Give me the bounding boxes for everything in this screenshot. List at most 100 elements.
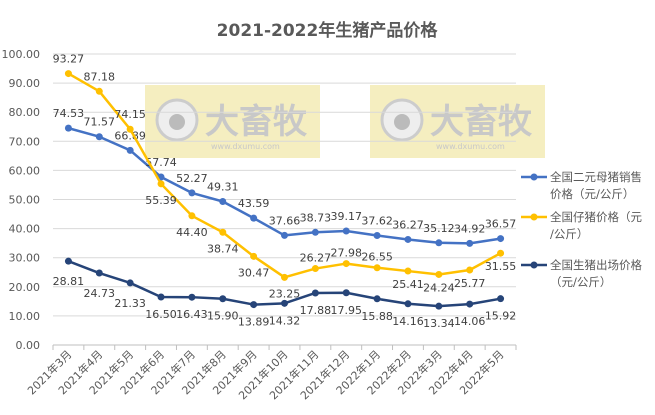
legend-item-1: 全国仔猪价格（元/公斤） [521, 210, 642, 241]
data-point [250, 301, 258, 309]
data-label: 31.55 [485, 260, 517, 273]
data-label: 28.81 [53, 275, 85, 288]
data-label: 26.55 [361, 251, 393, 264]
data-point [404, 300, 412, 308]
data-point [219, 228, 227, 236]
data-label: 34.92 [454, 222, 486, 235]
data-point [435, 302, 443, 310]
data-label: 14.32 [269, 314, 301, 327]
data-point [126, 279, 134, 287]
y-tick-label: 50.00 [9, 194, 41, 207]
y-tick-label: 80.00 [9, 106, 41, 119]
data-label: 25.41 [392, 278, 424, 291]
y-tick-label: 40.00 [9, 223, 41, 236]
y-tick-label: 100.00 [2, 48, 41, 61]
data-point [311, 265, 319, 273]
data-point [404, 267, 412, 275]
data-point [95, 133, 103, 141]
y-tick-label: 70.00 [9, 135, 41, 148]
data-point [64, 124, 72, 132]
data-point [497, 235, 505, 243]
data-point [311, 228, 319, 236]
data-point [95, 269, 103, 277]
data-label: 35.12 [423, 222, 455, 235]
data-point [342, 260, 350, 268]
data-label: 25.77 [454, 277, 486, 290]
data-label: 38.74 [207, 242, 239, 255]
data-point [157, 180, 165, 188]
watermark-url: www.dxumu.com [211, 142, 280, 151]
data-point [126, 146, 134, 154]
data-label: 66.89 [114, 129, 146, 142]
data-point [64, 257, 72, 265]
legend-item-2: 全国生猪出场价格 （元/公斤） [521, 258, 642, 289]
y-tick-label: 0.00 [16, 339, 41, 352]
data-label: 93.27 [53, 53, 85, 66]
data-label: 36.27 [392, 218, 424, 231]
data-label: 37.62 [361, 215, 393, 228]
data-point [250, 252, 258, 260]
legend-label: 价格（元/公斤） [550, 187, 634, 201]
data-label: 71.57 [84, 116, 116, 129]
data-label: 36.57 [485, 218, 517, 231]
data-point [466, 239, 474, 247]
legend-marker-icon [530, 261, 538, 269]
data-point [188, 212, 196, 220]
data-point [219, 198, 227, 206]
data-point [466, 266, 474, 274]
data-point [157, 293, 165, 301]
data-point [250, 214, 258, 222]
y-tick-label: 10.00 [9, 310, 41, 323]
data-label: 37.66 [269, 214, 301, 227]
y-tick-label: 60.00 [9, 164, 41, 177]
y-tick-label: 90.00 [9, 77, 41, 90]
chart-title: 2021-2022年生猪产品价格 [217, 20, 439, 41]
data-point [281, 273, 288, 281]
legend-marker-icon [530, 173, 538, 181]
data-label: 14.06 [454, 315, 486, 328]
watermark-url: www.dxumu.com [436, 142, 505, 151]
data-label: 87.18 [84, 70, 116, 83]
watermark-text: 大畜牧 [205, 102, 308, 142]
legend-marker-icon [530, 213, 538, 221]
data-point [64, 70, 72, 78]
data-point [342, 289, 350, 297]
data-point [435, 270, 443, 278]
data-point [466, 300, 474, 308]
data-point [281, 231, 288, 239]
legend-label: /公斤） [550, 227, 588, 241]
data-point [435, 239, 443, 247]
data-point [404, 235, 412, 243]
data-label: 55.39 [145, 194, 177, 207]
data-label: 23.25 [269, 287, 301, 300]
data-label: 13.89 [238, 316, 270, 329]
series-1: 93.27 87.18 74.15 55.39 44.40 38.74 30.47 23.25… [53, 53, 517, 301]
data-label: 74.15 [114, 108, 146, 121]
data-point [373, 264, 381, 272]
legend-label: 全国仔猪价格（元 [550, 210, 642, 224]
data-point [311, 289, 319, 297]
data-label: 30.47 [238, 266, 270, 279]
data-label: 15.92 [485, 310, 517, 323]
watermark-text: 大畜牧 [430, 102, 533, 142]
data-point [219, 295, 227, 303]
data-label: 15.90 [207, 310, 239, 323]
data-label: 44.40 [176, 226, 208, 239]
data-label: 74.53 [53, 107, 85, 120]
data-label: 57.74 [145, 156, 177, 169]
data-label: 26.27 [300, 252, 332, 265]
data-label: 49.31 [207, 181, 239, 194]
data-label: 16.50 [145, 308, 177, 321]
data-point [497, 295, 505, 303]
data-label: 17.95 [330, 304, 362, 317]
data-point [373, 295, 381, 303]
data-label: 52.27 [176, 172, 208, 185]
data-point [342, 227, 350, 235]
